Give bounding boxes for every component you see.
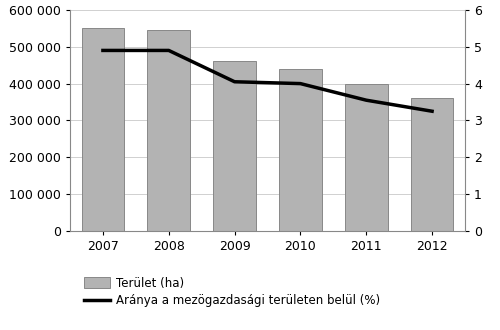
Bar bbox=[148, 30, 190, 231]
Bar bbox=[279, 69, 322, 231]
Bar bbox=[82, 28, 124, 231]
Bar bbox=[345, 83, 388, 231]
Legend: Terület (ha), Aránya a mezögazdasági területen belül (%): Terület (ha), Aránya a mezögazdasági ter… bbox=[84, 277, 380, 308]
Bar bbox=[410, 98, 454, 231]
Bar bbox=[213, 61, 256, 231]
